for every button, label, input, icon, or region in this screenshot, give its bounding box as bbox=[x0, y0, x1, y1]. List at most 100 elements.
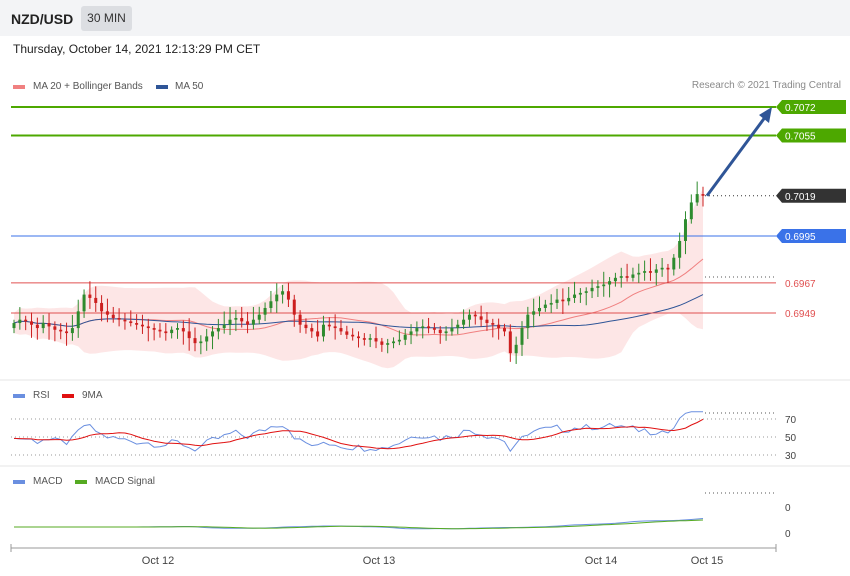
candle-body bbox=[263, 307, 267, 315]
candle-body bbox=[619, 276, 623, 278]
candle-body bbox=[76, 311, 80, 329]
candle-body bbox=[269, 301, 273, 308]
candle-body bbox=[578, 292, 582, 295]
x-axis-label: Oct 12 bbox=[142, 555, 174, 567]
candle-body bbox=[339, 328, 343, 332]
level-tag-0.7072: 0.7072 bbox=[776, 100, 846, 114]
candle-body bbox=[397, 339, 401, 342]
macd-level-label: 0 bbox=[785, 503, 791, 514]
legend-rsi-swatch bbox=[13, 394, 25, 398]
level-tag-0.7055: 0.7055 bbox=[776, 128, 846, 143]
candle-body bbox=[12, 323, 16, 329]
candle-body bbox=[327, 324, 331, 327]
candle-body bbox=[59, 329, 63, 332]
candle-body bbox=[65, 331, 69, 334]
candle-body bbox=[479, 316, 483, 320]
candle-body bbox=[246, 321, 250, 325]
projection-arrow-shaft bbox=[705, 115, 768, 197]
candle-body bbox=[491, 323, 495, 325]
macd-level-label: 0 bbox=[785, 529, 791, 540]
legend-ma20-label: MA 20 + Bollinger Bands bbox=[33, 81, 143, 92]
legend-macd-signal-label: MACD Signal bbox=[95, 476, 156, 487]
candle-body bbox=[543, 304, 547, 308]
candle-body bbox=[502, 328, 506, 332]
level-tag-bg bbox=[776, 228, 846, 243]
candle-body bbox=[467, 314, 471, 320]
candle-body bbox=[538, 307, 542, 312]
level-label-0.6967: 0.6967 bbox=[785, 279, 816, 290]
candle-body bbox=[608, 281, 612, 285]
candle-body bbox=[368, 338, 372, 340]
legend-ma20-swatch bbox=[13, 85, 25, 89]
candle-body bbox=[275, 294, 279, 302]
rsi-level-label: 50 bbox=[785, 433, 797, 444]
candle-body bbox=[181, 328, 185, 332]
candle-body bbox=[53, 326, 57, 330]
candle-body bbox=[590, 287, 594, 292]
candle-body bbox=[35, 324, 39, 329]
candle-body bbox=[234, 318, 238, 320]
candle-body bbox=[438, 329, 442, 334]
legend-ma50-label: MA 50 bbox=[175, 81, 204, 92]
candle-body bbox=[596, 286, 600, 288]
candle-body bbox=[409, 331, 413, 335]
candle-body bbox=[105, 311, 109, 315]
candle-body bbox=[654, 269, 658, 273]
x-axis-label: Oct 15 bbox=[691, 555, 723, 567]
level-tag-text: 0.7019 bbox=[785, 192, 816, 203]
level-tag-bg bbox=[776, 188, 846, 203]
ma50-line bbox=[13, 294, 704, 329]
candle-body bbox=[88, 294, 92, 298]
candle-body bbox=[549, 302, 553, 305]
bollinger-band bbox=[14, 188, 703, 369]
candle-body bbox=[689, 202, 693, 220]
legend-rsi9ma-label: 9MA bbox=[82, 390, 103, 401]
candle-body bbox=[584, 291, 588, 293]
candle-body bbox=[415, 328, 419, 332]
candle-body bbox=[602, 284, 606, 287]
candle-body bbox=[678, 240, 682, 258]
candle-body bbox=[18, 319, 22, 324]
candle-body bbox=[257, 314, 261, 320]
level-tag-text: 0.7072 bbox=[785, 103, 816, 114]
candle-body bbox=[701, 194, 705, 196]
candle-body bbox=[351, 334, 355, 337]
candle-body bbox=[392, 341, 396, 344]
candle-body bbox=[298, 314, 302, 325]
candle-body bbox=[170, 329, 174, 334]
candle-body bbox=[94, 297, 98, 303]
level-tag-text: 0.6995 bbox=[785, 232, 816, 243]
candle-body bbox=[321, 324, 325, 337]
candle-body bbox=[135, 323, 139, 325]
timeframe-button[interactable]: 30 MIN bbox=[81, 6, 132, 31]
candle-body bbox=[152, 328, 156, 330]
level-tag-bg bbox=[776, 100, 846, 114]
candle-body bbox=[514, 344, 518, 354]
candle-body bbox=[251, 319, 255, 325]
level-tag-0.6995: 0.6995 bbox=[776, 228, 846, 243]
symbol-title: NZD/USD bbox=[11, 11, 74, 27]
legend-macd-swatch bbox=[13, 480, 25, 484]
rsi-line bbox=[13, 411, 703, 453]
candle-body bbox=[187, 331, 191, 339]
candle-body bbox=[216, 328, 220, 332]
candle-body bbox=[333, 326, 337, 329]
candle-body bbox=[129, 321, 133, 324]
x-axis-label: Oct 14 bbox=[585, 555, 617, 567]
candle-body bbox=[462, 319, 466, 325]
candle-body bbox=[123, 319, 127, 322]
legend-rsi9ma-swatch bbox=[62, 394, 74, 398]
candle-body bbox=[205, 336, 209, 342]
candle-body bbox=[427, 326, 431, 329]
candle-body bbox=[140, 324, 144, 327]
candle-body bbox=[146, 326, 150, 329]
rsi-level-label: 70 bbox=[785, 415, 797, 426]
candle-body bbox=[47, 323, 51, 327]
candle-body bbox=[648, 271, 652, 273]
x-axis-label: Oct 13 bbox=[363, 555, 395, 567]
candle-body bbox=[631, 274, 635, 278]
candle-body bbox=[683, 219, 687, 241]
candle-body bbox=[362, 338, 366, 340]
candle-body bbox=[450, 328, 454, 332]
